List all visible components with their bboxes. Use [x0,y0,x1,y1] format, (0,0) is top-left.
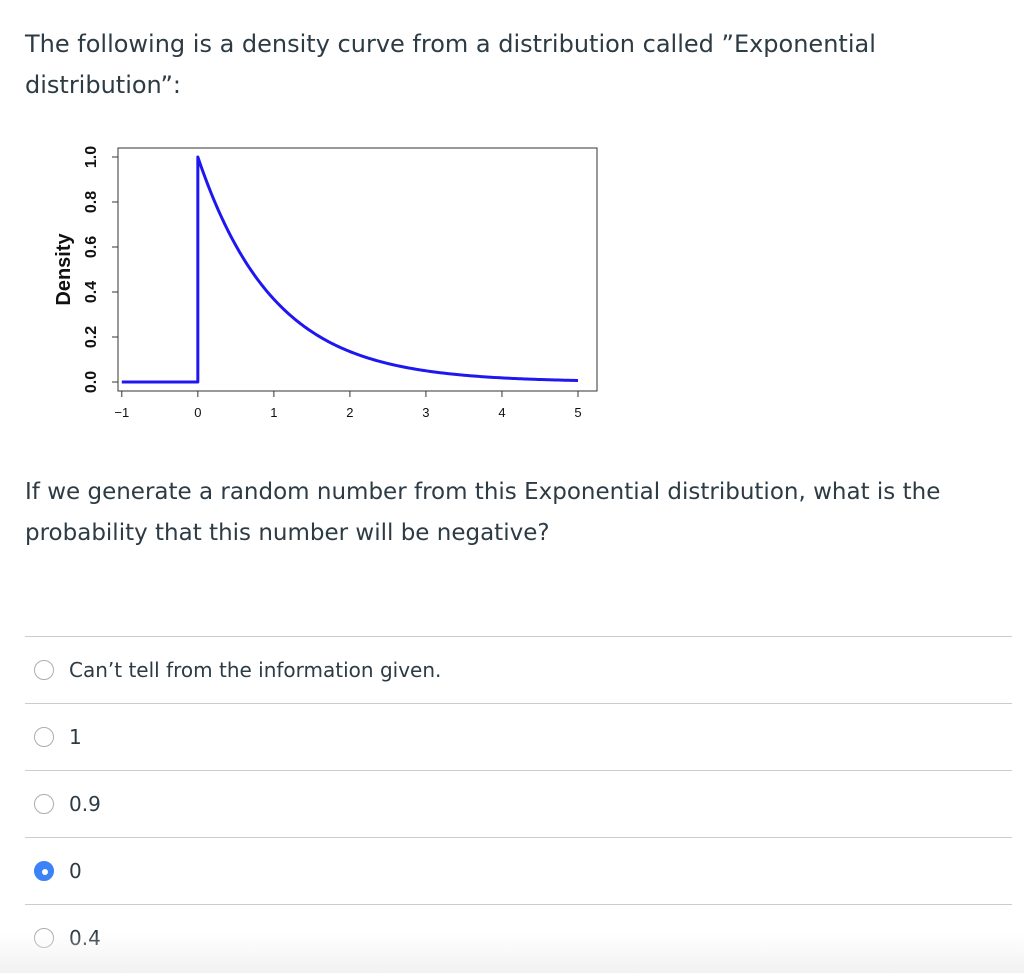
density-curve [121,155,579,384]
radio-button[interactable] [34,861,54,881]
x-tick-label: 3 [422,405,429,420]
y-axis-label: Density [53,233,75,306]
radio-button[interactable] [34,660,54,680]
answer-option-4[interactable]: 0.4 [25,905,1012,971]
x-tick-label: 2 [346,405,353,420]
radio-button[interactable] [34,928,54,948]
radio-button[interactable] [34,727,54,747]
y-tick-label: 0.8 [83,191,100,213]
answer-label: 1 [69,725,82,749]
question-prompt: If we generate a random number from this… [25,479,941,546]
y-tick-label: 0.2 [83,326,100,348]
answer-label: 0 [69,859,82,883]
answer-option-0[interactable]: Can’t tell from the information given. [25,637,1012,704]
y-tick-label: 0.6 [83,236,100,258]
x-tick-label: −1 [114,405,129,420]
radio-button[interactable] [34,794,54,814]
y-tick-label: 0.4 [83,281,100,303]
x-tick-label: 1 [270,405,277,420]
x-tick-label: 0 [194,405,201,420]
x-tick-label: 5 [574,405,581,420]
answer-label: 0.4 [69,926,101,950]
answer-option-2[interactable]: 0.9 [25,771,1012,838]
y-tick-label: 1.0 [83,146,100,168]
plot-frame [117,147,598,392]
y-tick-label: 0.0 [83,371,100,393]
answer-list: Can’t tell from the information given. 1… [25,636,1012,971]
answer-label: Can’t tell from the information given. [69,658,442,682]
answer-option-1[interactable]: 1 [25,704,1012,771]
answer-label: 0.9 [69,792,101,816]
x-tick-label: 4 [498,405,505,420]
question-intro: The following is a density curve from a … [25,30,876,99]
density-chart: −1 0 1 2 3 4 5 0.0 0.2 0.4 0.6 0.8 1.0 Density [53,146,598,420]
answer-option-3[interactable]: 0 [25,838,1012,905]
